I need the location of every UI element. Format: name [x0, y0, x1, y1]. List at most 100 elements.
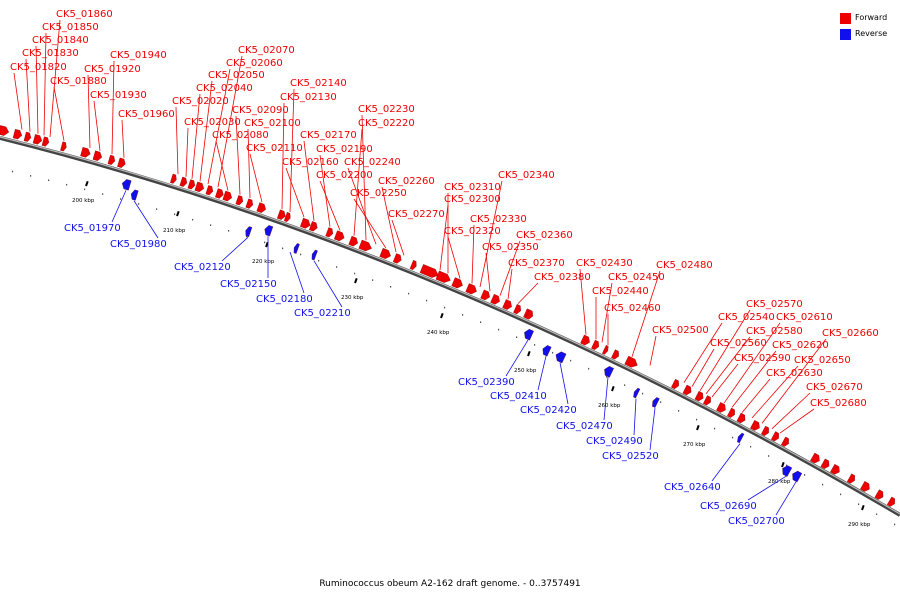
scale-dot: [768, 455, 770, 457]
scale-dot: [228, 230, 230, 232]
reverse-gene-arrow: [782, 465, 793, 477]
forward-leader-line: [631, 270, 661, 357]
forward-gene-label: CK5_02360: [516, 230, 573, 241]
reverse-leader-line: [289, 251, 305, 294]
scale-dot: [12, 170, 14, 173]
reverse-gene-label: CK5_02520: [602, 451, 659, 462]
tick-label: 240 kbp: [427, 330, 450, 336]
forward-gene-arrow: [348, 235, 358, 247]
tick-label: 290 kbp: [848, 522, 871, 528]
forward-leader-line: [235, 115, 241, 195]
forward-leader-line: [731, 350, 777, 408]
forward-gene-arrow: [874, 489, 884, 500]
forward-leader-line: [447, 236, 461, 279]
forward-gene-arrow: [736, 412, 746, 424]
forward-leader-line: [771, 392, 811, 430]
forward-gene-label: CK5_02340: [498, 170, 555, 181]
forward-leader-line: [601, 282, 613, 343]
reverse-leader-line: [111, 190, 127, 223]
forward-gene-arrow: [451, 277, 463, 289]
forward-leader-line: [285, 167, 305, 218]
tick-label: 280 kbp: [768, 479, 791, 485]
forward-gene-label: CK5_02500: [652, 325, 709, 336]
reverse-leader-line: [537, 356, 547, 391]
forward-gene-label: CK5_02260: [378, 176, 435, 187]
forward-swatch: [840, 12, 851, 24]
reverse-gene-arrow: [633, 387, 641, 399]
tick-mark: [861, 504, 865, 511]
scale-dot: [336, 266, 338, 268]
forward-gene-arrow: [235, 195, 244, 206]
reverse-leader-line: [649, 408, 656, 451]
forward-leader-line: [741, 378, 771, 413]
scale-dot: [732, 436, 734, 439]
forward-gene-arrow: [682, 384, 692, 396]
forward-gene-arrow: [830, 463, 840, 475]
forward-gene-arrow: [771, 431, 779, 442]
forward-gene-label: CK5_02540: [718, 312, 775, 323]
forward-gene-arrow: [502, 299, 512, 310]
forward-gene-arrow: [602, 345, 609, 355]
forward-gene-label: CK5_02350: [482, 242, 539, 253]
scale-dot: [588, 367, 590, 370]
forward-gene-label: CK5_02030: [184, 117, 241, 128]
forward-gene-arrow: [358, 239, 372, 252]
scale-dot: [48, 179, 50, 182]
reverse-gene-label: CK5_02470: [556, 421, 613, 432]
reverse-gene-label: CK5_01970: [64, 223, 121, 234]
forward-gene-label: CK5_02170: [300, 130, 357, 141]
reverse-gene-arrow: [121, 179, 132, 191]
forward-leader-line: [35, 45, 39, 134]
reverse-leader-line: [313, 260, 343, 308]
legend-forward-label: Forward: [855, 13, 888, 22]
forward-gene-arrow: [820, 458, 830, 469]
forward-gene-label: CK5_01940: [110, 50, 167, 61]
reverse-gene-label: CK5_02210: [294, 308, 351, 319]
forward-gene-label: CK5_01880: [50, 76, 107, 87]
scale-dot: [30, 175, 32, 177]
forward-gene-arrow: [379, 247, 391, 259]
forward-gene-label: CK5_02240: [344, 157, 401, 168]
forward-gene-label: CK5_01920: [84, 64, 141, 75]
scale-dot: [156, 208, 158, 210]
forward-gene-arrow: [419, 264, 439, 278]
forward-gene-arrow: [409, 260, 417, 270]
forward-leader-line: [43, 32, 47, 136]
forward-leader-line: [289, 88, 295, 213]
forward-gene-arrow: [107, 154, 116, 165]
reverse-gene-arrow: [652, 397, 660, 408]
forward-gene-label: CK5_02370: [508, 258, 565, 269]
reverse-gene-label: CK5_02700: [728, 516, 785, 527]
reverse-swatch: [840, 28, 851, 40]
forward-gene-arrow: [325, 227, 333, 238]
scale-dot: [372, 279, 374, 281]
forward-leader-line: [53, 86, 65, 141]
forward-gene-label: CK5_02060: [226, 58, 283, 69]
forward-gene-arrow: [886, 496, 895, 507]
forward-leader-line: [499, 240, 521, 296]
tick-mark: [781, 461, 785, 468]
tick-mark: [696, 424, 700, 431]
forward-gene-label: CK5_02020: [172, 96, 229, 107]
forward-gene-arrow: [591, 339, 599, 350]
forward-gene-arrow: [0, 125, 10, 136]
forward-gene-label: CK5_02610: [776, 312, 833, 323]
forward-gene-label: CK5_02660: [822, 328, 879, 339]
forward-leader-line: [281, 102, 285, 210]
tick-label: 260 kbp: [598, 403, 621, 409]
forward-gene-label: CK5_02110: [246, 143, 303, 154]
forward-gene-arrow: [245, 198, 253, 209]
tick-mark: [527, 350, 531, 357]
scale-dot: [678, 410, 680, 412]
forward-gene-arrow: [179, 176, 188, 187]
gene-features: [0, 125, 895, 507]
scale-dot: [534, 344, 536, 346]
reverse-gene-label: CK5_02490: [586, 436, 643, 447]
forward-leader-line: [683, 322, 723, 383]
reverse-gene-arrow: [293, 243, 300, 254]
forward-gene-arrow: [525, 309, 533, 320]
scale-dot: [462, 314, 464, 316]
scale-dot: [570, 359, 572, 362]
forward-gene-label: CK5_02630: [766, 368, 823, 379]
legend-reverse-label: Reverse: [855, 29, 888, 38]
